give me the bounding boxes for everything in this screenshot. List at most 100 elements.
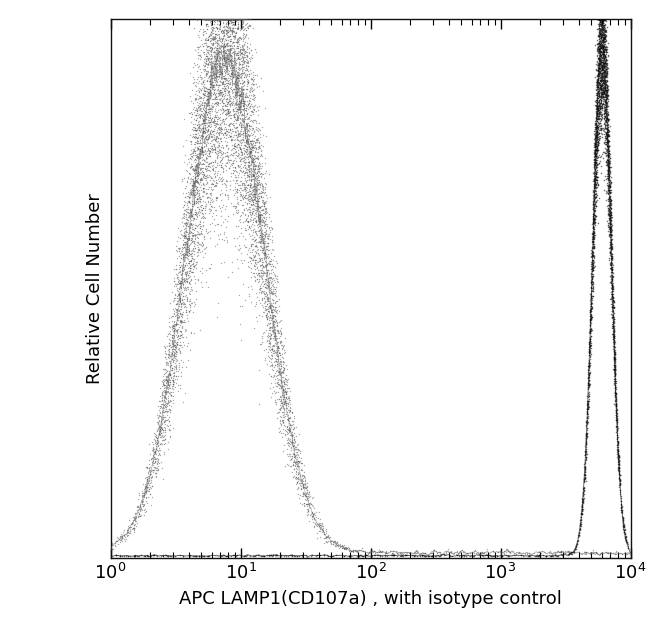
Point bbox=[207, 14, 217, 24]
Point bbox=[339, 542, 350, 552]
Point bbox=[195, 126, 205, 137]
Point bbox=[598, 78, 608, 88]
Point bbox=[222, 41, 232, 51]
Point bbox=[607, 301, 618, 312]
Point bbox=[136, 490, 147, 501]
Point bbox=[294, 498, 305, 508]
Point bbox=[246, 74, 256, 85]
Point bbox=[593, 87, 603, 97]
Point bbox=[230, 58, 240, 68]
Point bbox=[577, 500, 587, 510]
Point bbox=[610, 349, 620, 359]
Point bbox=[207, 51, 217, 62]
Point bbox=[339, 543, 349, 553]
Point bbox=[262, 310, 272, 320]
Point bbox=[603, 126, 614, 137]
Point bbox=[595, 109, 605, 119]
Point bbox=[504, 551, 515, 561]
Point bbox=[202, 14, 213, 24]
Point bbox=[585, 326, 595, 336]
Point bbox=[164, 338, 175, 348]
Point bbox=[600, 104, 610, 115]
Point bbox=[206, 33, 216, 43]
Point bbox=[169, 328, 179, 338]
Point bbox=[200, 98, 210, 108]
Point bbox=[591, 97, 601, 107]
Point bbox=[200, 146, 210, 156]
Point bbox=[198, 158, 208, 169]
Point bbox=[165, 377, 176, 387]
Point bbox=[254, 224, 264, 235]
Point bbox=[598, 14, 608, 24]
Point bbox=[597, 30, 607, 40]
Point bbox=[259, 203, 270, 213]
Point bbox=[602, 134, 612, 144]
Point bbox=[207, 81, 218, 91]
Point bbox=[580, 462, 590, 472]
Point bbox=[584, 338, 594, 349]
Point bbox=[580, 465, 590, 475]
Point bbox=[244, 202, 255, 212]
Point bbox=[262, 289, 272, 299]
Point bbox=[590, 193, 600, 203]
Point bbox=[220, 151, 231, 162]
Point bbox=[135, 511, 146, 521]
Point bbox=[261, 242, 272, 252]
Point bbox=[231, 14, 241, 24]
Point bbox=[589, 158, 599, 169]
Point bbox=[592, 172, 603, 182]
Point bbox=[574, 529, 584, 540]
Point bbox=[200, 213, 211, 223]
Point bbox=[249, 127, 259, 137]
Point bbox=[237, 68, 247, 78]
Point bbox=[582, 431, 592, 441]
Point bbox=[205, 158, 216, 169]
Point bbox=[172, 338, 182, 349]
Point bbox=[277, 344, 287, 354]
Point bbox=[597, 36, 608, 46]
Point bbox=[213, 82, 223, 92]
Point bbox=[236, 129, 246, 139]
Point bbox=[218, 73, 229, 83]
Point bbox=[205, 188, 216, 198]
Point bbox=[180, 233, 190, 243]
Point bbox=[202, 147, 212, 158]
Point bbox=[189, 107, 200, 117]
Point bbox=[233, 128, 243, 138]
Point bbox=[270, 315, 281, 326]
Point bbox=[320, 537, 331, 547]
Point bbox=[215, 128, 226, 138]
Point bbox=[231, 14, 242, 24]
Point bbox=[203, 21, 213, 31]
Point bbox=[223, 54, 233, 64]
Point bbox=[143, 492, 153, 502]
Point bbox=[614, 463, 624, 473]
Point bbox=[584, 371, 594, 381]
Point bbox=[236, 124, 246, 134]
Point bbox=[248, 253, 259, 263]
Point bbox=[244, 196, 255, 206]
Point bbox=[232, 110, 242, 121]
Point bbox=[253, 268, 263, 278]
Point bbox=[245, 163, 255, 174]
Point bbox=[229, 69, 240, 79]
Point bbox=[235, 14, 246, 24]
Point bbox=[206, 14, 216, 24]
Point bbox=[595, 38, 606, 49]
Point bbox=[566, 547, 576, 558]
Point bbox=[246, 128, 256, 138]
Point bbox=[179, 285, 189, 295]
Point bbox=[237, 67, 247, 78]
Point bbox=[581, 428, 592, 438]
Point bbox=[233, 14, 244, 24]
Point bbox=[174, 289, 185, 299]
Point bbox=[171, 305, 181, 315]
Point bbox=[218, 106, 229, 116]
Point bbox=[197, 224, 207, 234]
Point bbox=[590, 163, 601, 174]
Point bbox=[620, 533, 630, 543]
Point bbox=[588, 279, 598, 290]
Point bbox=[158, 374, 168, 385]
Point bbox=[174, 299, 184, 310]
Point bbox=[180, 205, 190, 215]
